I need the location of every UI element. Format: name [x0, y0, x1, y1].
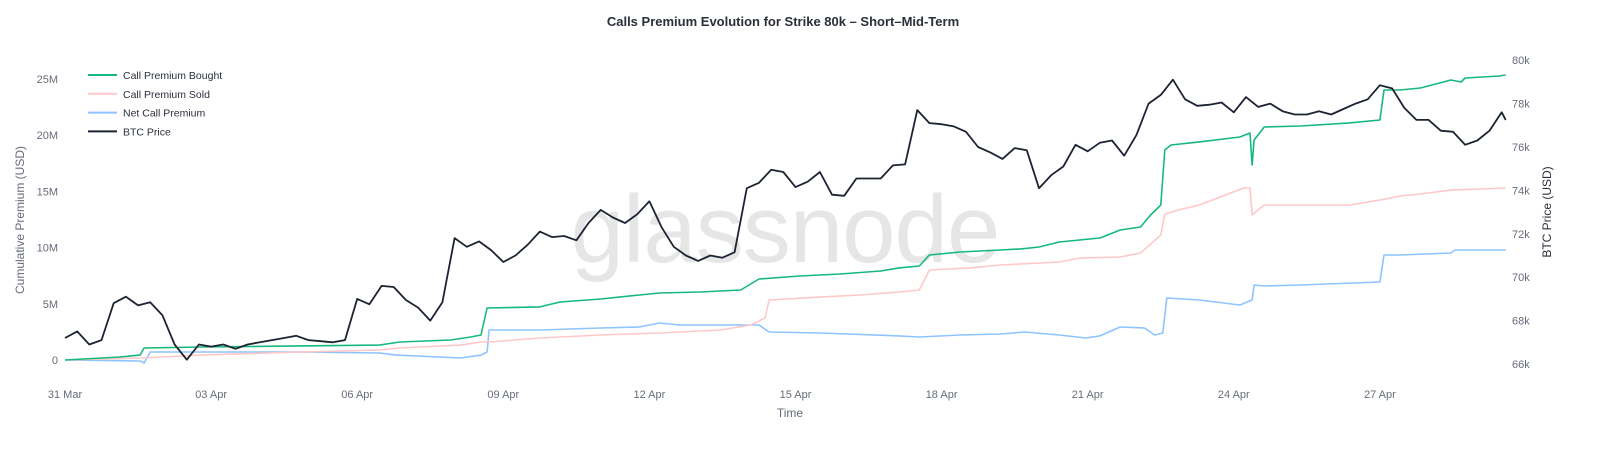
legend-item[interactable]: Net Call Premium [88, 108, 206, 120]
legend-item[interactable]: Call Premium Sold [88, 89, 210, 101]
y-left-tick-label: 5M [43, 299, 58, 311]
y-right-tick-label: 76k [1512, 142, 1530, 154]
y-right-tick-label: 66k [1512, 359, 1530, 371]
x-tick-label: 31 Mar [48, 389, 83, 401]
x-tick-label: 12 Apr [633, 389, 665, 401]
legend-label: BTC Price [123, 126, 171, 138]
legend-label: Net Call Premium [123, 108, 206, 120]
y-left-tick-label: 0 [52, 355, 58, 367]
x-tick-label: 27 Apr [1364, 389, 1396, 401]
x-axis-label: Time [777, 406, 804, 420]
series-layer [64, 74, 1507, 364]
x-tick-label: 18 Apr [926, 389, 958, 401]
y-right-tick-label: 74k [1512, 185, 1530, 197]
legend-item[interactable]: Call Premium Bought [88, 70, 222, 82]
y-right-tick-label: 70k [1512, 272, 1530, 284]
y-left-tick-label: 10M [37, 243, 58, 255]
series-line-call-premium-bought [64, 74, 1506, 361]
y-right-tick-label: 68k [1512, 316, 1530, 328]
y-axis-right-label: BTC Price (USD) [1540, 166, 1554, 257]
x-tick-label: 24 Apr [1218, 389, 1250, 401]
y-axis-left: 0 5M 10M 15M 20M 25M [37, 74, 58, 367]
x-tick-label: 06 Apr [341, 389, 373, 401]
x-tick-label: 15 Apr [780, 389, 812, 401]
watermark-logo: glassnode [571, 176, 1000, 283]
x-tick-label: 03 Apr [195, 389, 227, 401]
legend-label: Call Premium Bought [123, 70, 222, 82]
y-axis-right: 66k 68k 70k 72k 74k 76k 78k 80k [1512, 55, 1530, 371]
series-line-call-premium-sold [64, 187, 1506, 361]
legend-label: Call Premium Sold [123, 89, 210, 101]
y-left-tick-label: 15M [37, 186, 58, 198]
series-line-btc-price [64, 78, 1507, 361]
series-line-net-call-premium [64, 249, 1506, 364]
legend: Call Premium Bought Call Premium Sold Net … [88, 70, 222, 138]
y-right-tick-label: 72k [1512, 229, 1530, 241]
y-right-tick-label: 80k [1512, 55, 1530, 67]
x-tick-label: 21 Apr [1072, 389, 1104, 401]
legend-item[interactable]: BTC Price [88, 126, 171, 138]
chart-title: Calls Premium Evolution for Strike 80k –… [607, 14, 959, 29]
x-axis: 31 Mar 03 Apr 06 Apr 09 Apr 12 Apr 15 Apr 18 A… [48, 389, 1396, 401]
y-left-tick-label: 20M [37, 130, 58, 142]
y-left-tick-label: 25M [37, 74, 58, 86]
x-tick-label: 09 Apr [487, 389, 519, 401]
y-right-tick-label: 78k [1512, 99, 1530, 111]
y-axis-left-label: Cumulative Premium (USD) [13, 146, 27, 294]
